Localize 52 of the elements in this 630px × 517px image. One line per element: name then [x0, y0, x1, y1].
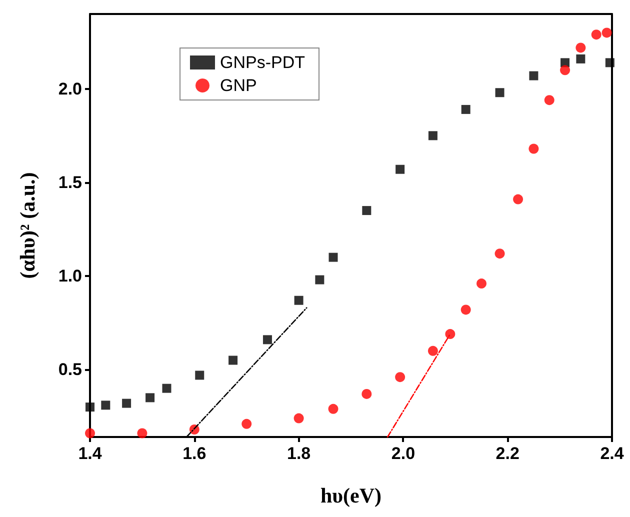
point	[445, 329, 456, 340]
point	[328, 404, 338, 414]
point	[529, 71, 538, 80]
x-tick-label: 2.4	[600, 444, 624, 463]
point	[428, 131, 438, 140]
x-tick-label: 2.0	[391, 444, 416, 463]
point	[162, 384, 172, 393]
point	[86, 402, 94, 412]
point	[85, 428, 95, 438]
point	[513, 194, 524, 204]
y-tick-label: 1.5	[58, 172, 82, 192]
point	[146, 393, 155, 402]
y-tick-label: 1.0	[58, 266, 82, 286]
point	[576, 42, 586, 53]
x-tick-label: 2.2	[496, 444, 520, 463]
point	[195, 370, 204, 380]
point	[591, 30, 602, 40]
point	[461, 104, 470, 114]
point	[294, 413, 304, 424]
x-tick-label: 1.4	[78, 444, 102, 463]
point	[395, 372, 406, 382]
point	[494, 248, 505, 259]
point	[242, 418, 252, 429]
point	[122, 398, 132, 408]
point	[294, 296, 304, 305]
y-axis-title: (αhυ)² (a.u.)	[16, 172, 40, 279]
x-tick-label: 1.8	[286, 444, 311, 463]
point	[605, 58, 614, 68]
point	[328, 252, 338, 262]
legend-label: GNPs-PDT	[220, 53, 305, 72]
point	[576, 54, 586, 64]
y-tick-label: 0.5	[58, 360, 82, 380]
point	[228, 356, 238, 365]
point	[560, 65, 570, 76]
point	[476, 278, 486, 289]
point	[428, 346, 438, 356]
point	[362, 206, 372, 216]
point	[362, 388, 372, 399]
point	[396, 164, 405, 174]
point	[528, 144, 539, 154]
point	[460, 304, 471, 315]
point	[602, 28, 612, 38]
x-axis-title: hυ(eV)	[320, 484, 382, 508]
point	[544, 95, 554, 106]
point	[101, 400, 110, 410]
point	[137, 428, 148, 438]
legend-label: GNP	[220, 76, 257, 95]
point	[262, 335, 272, 344]
y-tick-label: 2.0	[58, 79, 82, 98]
point	[495, 88, 504, 98]
x-tick-label: 1.6	[182, 444, 206, 463]
point	[315, 275, 324, 284]
